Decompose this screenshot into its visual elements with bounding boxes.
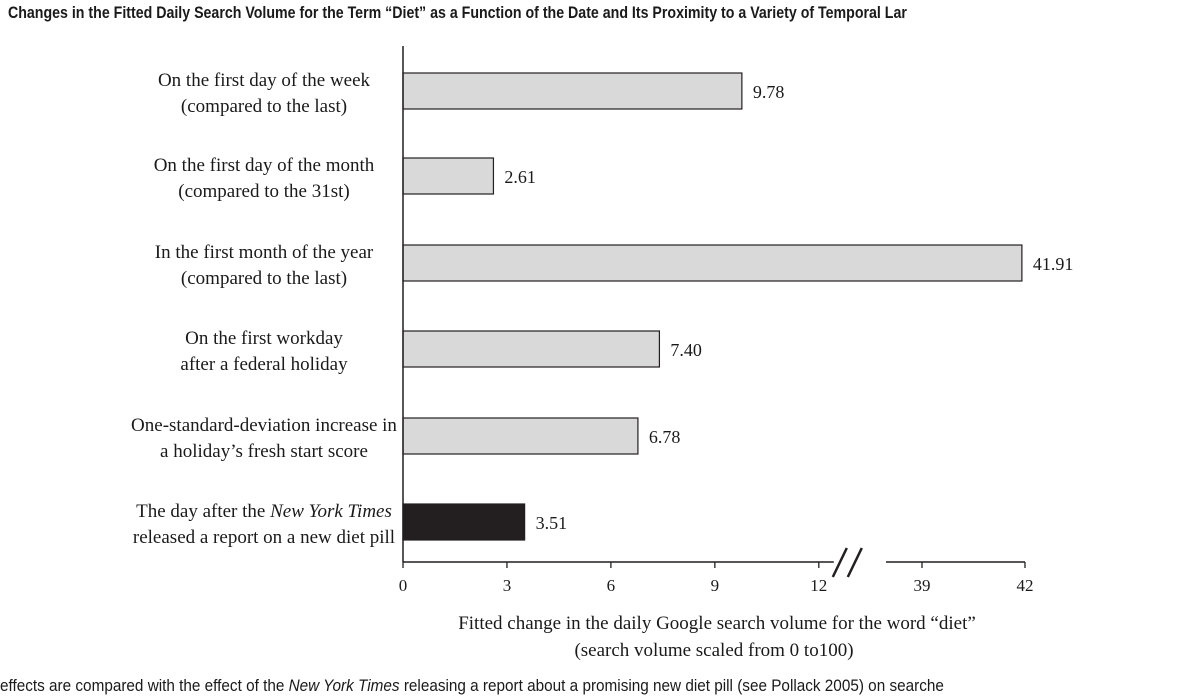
x-tick-label: 42 — [1016, 576, 1033, 595]
category-label-italic: New York Times — [269, 501, 392, 522]
category-label-line2: (compared to the 31st) — [178, 181, 349, 202]
category-label-line2: released a report on a new diet pill — [133, 527, 395, 548]
category-label-line1: On the first day of the month — [154, 155, 375, 176]
category-label-line2: a holiday’s fresh start score — [160, 441, 368, 462]
value-label: 9.78 — [753, 82, 785, 102]
value-label: 6.78 — [649, 427, 681, 447]
caption-text: effects are compared with the effect of … — [0, 676, 289, 695]
axis-break-mark — [831, 547, 848, 578]
value-labels: 9.78 2.61 41.91 7.40 6.78 3.51 — [504, 82, 1073, 533]
axis-break-mark — [846, 547, 863, 578]
chart-title: Changes in the Fitted Daily Search Volum… — [8, 4, 907, 22]
category-label-line1: In the first month of the year — [155, 242, 374, 263]
category-label-text: The day after the — [136, 501, 270, 522]
caption-italic-text: New York Times — [288, 676, 400, 695]
x-ticks: 0 3 6 9 12 39 42 — [399, 562, 1033, 595]
bar — [402, 72, 743, 110]
category-label-line1: On the first day of the week — [158, 70, 371, 91]
x-tick-label: 9 — [711, 576, 720, 595]
value-label: 2.61 — [504, 167, 536, 187]
category-label-line1: The day after the New York Times — [136, 501, 392, 522]
x-tick-label: 12 — [810, 576, 827, 595]
category-label-line2: (compared to the last) — [181, 96, 347, 117]
bar — [402, 157, 495, 195]
category-label-line2: (compared to the last) — [181, 268, 347, 289]
category-labels: On the first day of the week (compared to… — [131, 70, 397, 548]
category-label-line2: after a federal holiday — [180, 354, 348, 375]
axes — [402, 46, 1025, 578]
category-label-line1: On the first workday — [185, 328, 343, 349]
caption-text-end: releasing a report about a promising new… — [399, 676, 944, 695]
x-tick-label: 3 — [503, 576, 512, 595]
value-label: 41.91 — [1033, 254, 1074, 274]
bar — [402, 417, 639, 455]
figure-caption: effects are compared with the effect of … — [0, 676, 1196, 696]
value-label: 3.51 — [536, 513, 568, 533]
bar — [402, 244, 1023, 282]
bar — [402, 503, 526, 541]
bars — [402, 72, 1023, 541]
x-tick-label: 6 — [607, 576, 616, 595]
x-tick-label: 39 — [914, 576, 931, 595]
x-axis-label-line2: (search volume scaled from 0 to100) — [574, 640, 853, 661]
x-axis-label: Fitted change in the daily Google search… — [458, 613, 976, 634]
bar — [402, 330, 661, 368]
value-label: 7.40 — [670, 340, 702, 360]
category-label-line1: One-standard-deviation increase in — [131, 415, 397, 436]
x-tick-label: 0 — [399, 576, 408, 595]
